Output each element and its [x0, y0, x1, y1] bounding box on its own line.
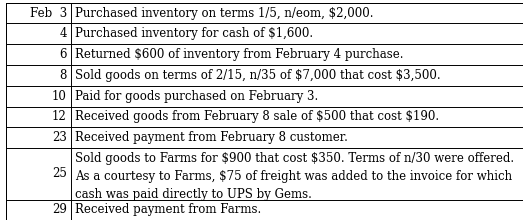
- Text: Returned \$600 of inventory from February 4 purchase.: Returned \$600 of inventory from Februar…: [75, 48, 404, 61]
- Text: Purchased inventory on terms 1/5, n/eom, \$2,000.: Purchased inventory on terms 1/5, n/eom,…: [75, 6, 373, 20]
- Text: 23: 23: [52, 131, 67, 144]
- Text: Received payment from February 8 customer.: Received payment from February 8 custome…: [75, 131, 348, 144]
- Text: Feb  3: Feb 3: [30, 6, 67, 20]
- Text: Sold goods to Farms for \$900 that cost \$350. Terms of n/30 were offered.
As a : Sold goods to Farms for \$900 that cost …: [75, 152, 514, 201]
- Text: Purchased inventory for cash of \$1,600.: Purchased inventory for cash of \$1,600.: [75, 27, 313, 40]
- Text: 6: 6: [59, 48, 67, 61]
- Text: Sold goods on terms of 2/15, n/35 of \$7,000 that cost \$3,500.: Sold goods on terms of 2/15, n/35 of \$7…: [75, 69, 441, 82]
- Text: 12: 12: [52, 110, 67, 123]
- Text: 29: 29: [52, 203, 67, 217]
- Text: 8: 8: [59, 69, 67, 82]
- Text: 10: 10: [52, 90, 67, 103]
- Text: Received goods from February 8 sale of \$500 that cost \$190.: Received goods from February 8 sale of \…: [75, 110, 439, 123]
- Text: 4: 4: [59, 27, 67, 40]
- Text: Received payment from Farms.: Received payment from Farms.: [75, 203, 261, 217]
- Text: Paid for goods purchased on February 3.: Paid for goods purchased on February 3.: [75, 90, 318, 103]
- Text: 25: 25: [52, 167, 67, 180]
